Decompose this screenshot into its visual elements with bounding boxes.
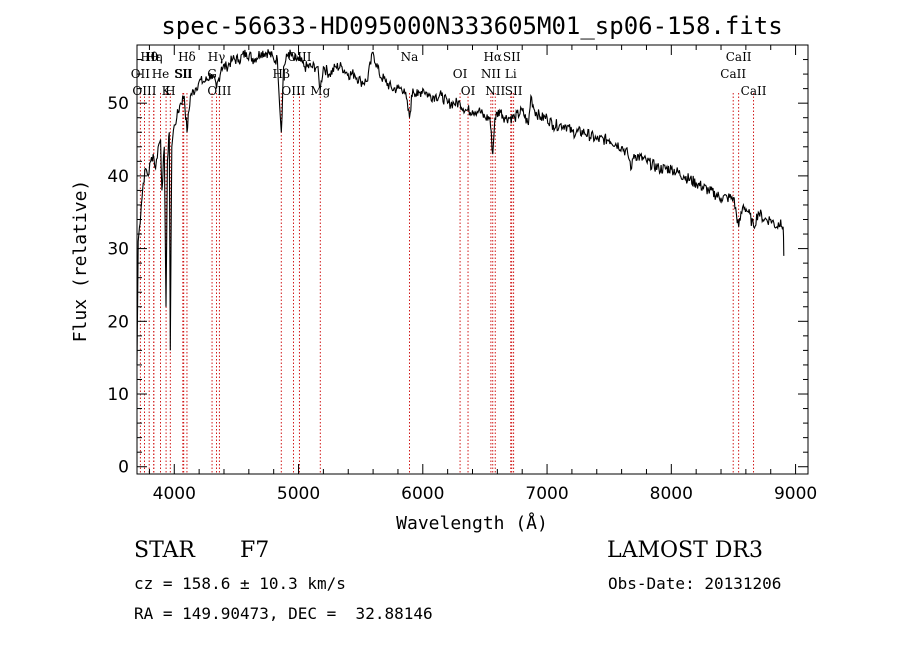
x-tick-label: 4000 [153, 484, 196, 504]
line-marker-label: K [162, 84, 172, 98]
line-marker-label: OI [453, 67, 468, 81]
line-marker-label: Hη [145, 50, 163, 64]
y-tick-label: 20 [107, 312, 129, 332]
line-marker-label: SII [174, 67, 192, 81]
line-marker-label: OIII [132, 84, 156, 98]
x-tick-label: 5000 [277, 484, 320, 504]
obs-date-readout: Obs-Date: 20131206 [608, 574, 782, 593]
line-marker-label: G [207, 67, 217, 81]
chart-title: spec-56633-HD095000N333605M01_sp06-158.f… [161, 12, 782, 40]
line-marker-label: Hγ [208, 50, 226, 64]
line-marker-label: SII [505, 84, 523, 98]
y-tick-label: 30 [107, 240, 129, 260]
line-marker-label: SII [503, 50, 521, 64]
line-marker-label: Hβ [273, 67, 290, 81]
y-axis-ticks: 0 10 20 30 40 50 [107, 59, 808, 478]
x-tick-label: 9000 [774, 484, 817, 504]
x-axis-ticks: 4000 5000 6000 7000 8000 9000 [148, 45, 817, 504]
coords-readout: RA = 149.90473, DEC = 32.88146 [134, 604, 433, 623]
line-marker-label: SII [175, 67, 193, 81]
y-axis-label: Flux (relative) [70, 180, 91, 343]
x-tick-label: 6000 [401, 484, 444, 504]
y-tick-label: 50 [107, 94, 129, 114]
line-marker-label: H [165, 84, 175, 98]
spectral-line-labels: HθOIIOIIIHεHeKHηSIIHHδSIIOIIIHγGOIIIOIII… [131, 50, 767, 98]
line-marker-label: Hθ [140, 50, 158, 64]
x-tick-label: 7000 [525, 484, 568, 504]
line-marker-label: OIII [281, 84, 305, 98]
cz-readout: cz = 158.6 ± 10.3 km/s [134, 574, 346, 593]
line-marker-label: Na [401, 50, 419, 64]
line-marker-label: Mg [310, 84, 330, 98]
line-marker-label: CaII [720, 67, 746, 81]
x-axis-label: Wavelength (Å) [396, 512, 548, 534]
spectral-line-markers [139, 93, 755, 474]
line-marker-label: Li [505, 67, 517, 81]
line-marker-label: CaII [741, 84, 767, 98]
line-marker-label: NII [485, 84, 505, 98]
plot-frame [136, 44, 809, 475]
line-marker-label: NII [481, 67, 501, 81]
y-tick-label: 0 [118, 458, 129, 478]
line-marker-label: OI [461, 84, 476, 98]
y-tick-label: 10 [107, 385, 129, 405]
line-marker-label: Hα [483, 50, 502, 64]
subclass-label: F7 [240, 538, 270, 563]
x-tick-label: 8000 [650, 484, 693, 504]
y-tick-label: 40 [107, 167, 129, 187]
class-label: STAR [134, 538, 195, 563]
survey-label: LAMOST DR3 [607, 538, 763, 563]
spectrum-series-line [136, 49, 785, 365]
line-marker-label: OIII [207, 84, 231, 98]
line-marker-label: CaII [726, 50, 752, 64]
line-marker-label: Hδ [178, 50, 196, 64]
line-marker-label: Hε [145, 50, 162, 64]
line-marker-label: He [152, 67, 170, 81]
